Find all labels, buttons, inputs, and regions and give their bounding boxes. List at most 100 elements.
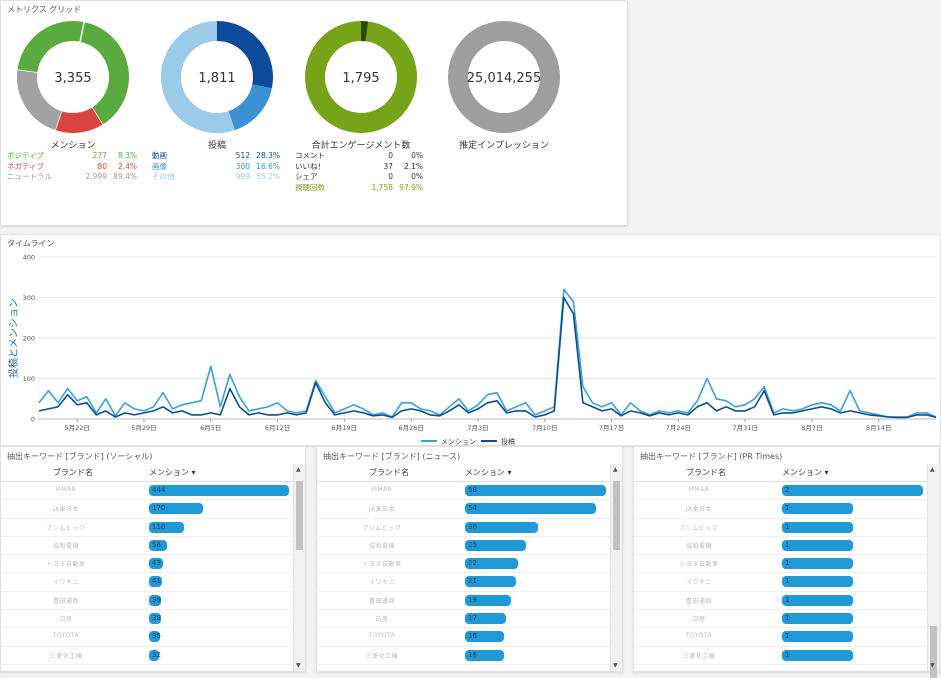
brand-column-header[interactable]: ブランド名 [686,467,726,478]
keyword-panel-prtimes: 抽出キーワード [ブランド] (PR Times) ブランド名 メンション ▾ … [633,446,940,672]
scroll-down-icon[interactable]: ▼ [930,662,935,669]
scroll-thumb[interactable] [296,481,303,550]
donut-engagement[interactable]: 1,795 合計エンゲージメント数 [295,21,427,151]
mention-count: 17 [468,614,477,622]
x-tick-label: 6月12日 [265,424,290,432]
mentions-series-line[interactable] [39,289,936,417]
legend-label[interactable]: メンション [441,438,476,446]
mention-bar[interactable] [782,595,853,606]
donut-mentions[interactable]: 3,355 メンション [7,21,139,151]
keyword-panel-social: 抽出キーワード [ブランド] (ソーシャル) ブランド名 メンション ▾ MMA… [0,446,306,672]
mention-bar[interactable] [782,485,923,496]
legend-percent: 2.4% [107,162,137,173]
legend-percent: 8.3% [107,151,137,162]
legend-name: 動画 [152,151,218,162]
mention-bar[interactable] [782,631,853,642]
mention-bar[interactable] [782,540,853,551]
donut-segment[interactable] [232,86,262,120]
scroll-up-icon[interactable]: ▲ [296,466,301,473]
donut-impressions[interactable]: 25,014,255 推定インプレッション [438,21,570,151]
donut-segment[interactable] [58,116,97,123]
legend-name: ポジティブ [7,151,75,162]
mention-bar[interactable] [782,503,853,514]
brand-name: 豊田通商 [1,596,131,605]
mention-bar[interactable] [465,485,606,496]
brand-name: イワキニ [634,577,764,586]
scroll-down-icon[interactable]: ▼ [296,662,301,669]
brand-name: トヨタ自動車 [634,559,764,568]
legend-name: ネガティブ [7,162,75,173]
mention-bar[interactable] [149,485,289,496]
posts-series-line[interactable] [39,298,936,418]
mention-bar[interactable] [782,558,853,569]
scroll-down-icon[interactable]: ▼ [613,662,618,669]
scroll-up-icon[interactable]: ▲ [613,466,618,473]
brand-column-header[interactable]: ブランド名 [53,467,93,478]
legend-count: 2,999 [75,172,107,183]
mention-count: 110 [152,523,165,531]
mention-bar[interactable] [782,576,853,587]
mentions-column-header[interactable]: メンション ▾ [149,467,196,478]
donut-segment[interactable] [27,31,82,71]
scrollbar[interactable]: ▲▼ [927,464,939,671]
mention-count: 30 [468,523,477,531]
scroll-up-icon[interactable]: ▲ [930,466,935,473]
brand-column-header[interactable]: ブランド名 [369,467,409,478]
mention-count: 1 [785,596,789,604]
mentions-column-header[interactable]: メンション ▾ [465,467,512,478]
donut-posts[interactable]: 1,811 投稿 [151,21,283,151]
brand-name: アシムビック [634,523,764,532]
x-tick-label: 7月31日 [732,424,757,432]
x-tick-label: 7月17日 [599,424,624,432]
mention-count: 35 [152,632,161,640]
legend-label[interactable]: 投稿 [501,437,515,446]
scrollbar[interactable]: ▲▼ [293,464,305,671]
scroll-thumb[interactable] [930,626,937,678]
mentions-column-header[interactable]: メンション ▾ [782,467,829,478]
mention-bar[interactable] [782,650,853,661]
scroll-thumb[interactable] [613,481,620,550]
mention-bar[interactable] [465,503,596,514]
scrollbar[interactable]: ▲▼ [610,464,622,671]
donut-engagement-label: 合計エンゲージメント数 [295,138,427,151]
mention-bar[interactable] [782,522,853,533]
mention-bar[interactable] [782,613,853,624]
y-tick-label: 400 [23,254,35,262]
